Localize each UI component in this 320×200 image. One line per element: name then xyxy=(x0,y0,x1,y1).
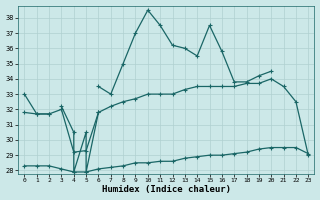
X-axis label: Humidex (Indice chaleur): Humidex (Indice chaleur) xyxy=(102,185,231,194)
